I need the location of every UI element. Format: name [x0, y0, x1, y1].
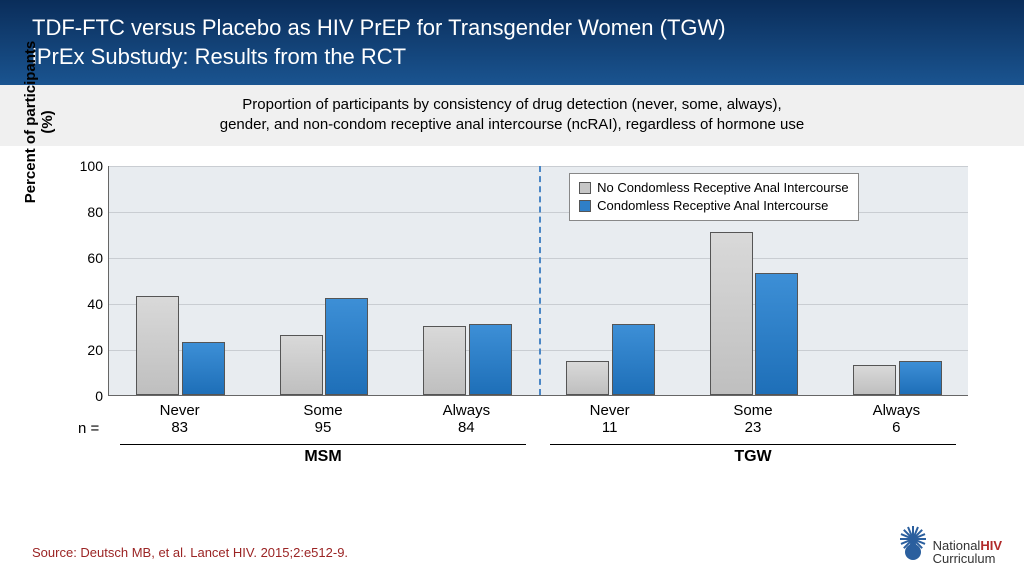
legend-item: Condomless Receptive Anal Intercourse [579, 197, 848, 215]
brand-logo: NationalHIV Curriculum [900, 539, 1002, 566]
legend-label: Condomless Receptive Anal Intercourse [597, 197, 828, 215]
x-category: Some95 [251, 402, 394, 436]
brand-word-3: Curriculum [933, 551, 996, 566]
x-category-n: 23 [681, 419, 824, 436]
x-category-label: Always [825, 402, 968, 419]
y-axis-title-line-2: (%) [39, 110, 56, 133]
x-category-label: Never [108, 402, 251, 419]
y-axis-title: Percent of participants (%) [22, 22, 56, 222]
legend-swatch [579, 200, 591, 212]
title-line-2: iPrEx Substudy: Results from the RCT [32, 43, 992, 72]
group-label: TGW [550, 448, 956, 466]
y-tick-label: 40 [77, 296, 109, 312]
bar-no [853, 365, 896, 395]
x-category-n: 84 [395, 419, 538, 436]
bar-yes [612, 324, 655, 395]
x-category-n: 11 [538, 419, 681, 436]
bar-yes [469, 324, 512, 395]
x-category: Always6 [825, 402, 968, 436]
legend-item: No Condomless Receptive Anal Intercourse [579, 179, 848, 197]
bar-yes [755, 273, 798, 395]
legend: No Condomless Receptive Anal Intercourse… [569, 173, 858, 221]
sunburst-icon [900, 539, 926, 565]
y-tick-label: 60 [77, 250, 109, 266]
bar-yes [899, 361, 942, 396]
x-category-label: Never [538, 402, 681, 419]
x-category: Never83 [108, 402, 251, 436]
x-category-label: Some [251, 402, 394, 419]
x-category-n: 6 [825, 419, 968, 436]
bar-yes [182, 342, 225, 395]
bar-no [710, 232, 753, 395]
y-tick-label: 80 [77, 204, 109, 220]
bar-no [566, 361, 609, 396]
y-tick-label: 20 [77, 342, 109, 358]
subtitle-band: Proportion of participants by consistenc… [0, 85, 1024, 146]
group-divider [539, 166, 541, 395]
n-equals-label: n = [78, 420, 99, 437]
bar-no [136, 296, 179, 395]
source-citation: Source: Deutsch MB, et al. Lancet HIV. 2… [32, 545, 348, 560]
x-category: Always84 [395, 402, 538, 436]
subtitle-line-2: gender, and non-condom receptive anal in… [40, 115, 984, 135]
x-category-n: 83 [108, 419, 251, 436]
group-rule [550, 444, 956, 445]
x-category: Some23 [681, 402, 824, 436]
bar-no [280, 335, 323, 395]
legend-label: No Condomless Receptive Anal Intercourse [597, 179, 848, 197]
y-tick-label: 0 [77, 388, 109, 404]
plot-area: 020406080100No Condomless Receptive Anal… [108, 166, 968, 396]
chart: Percent of participants (%) 020406080100… [50, 160, 980, 470]
group-label: MSM [120, 448, 526, 466]
bar-yes [325, 298, 368, 395]
y-tick-label: 100 [77, 158, 109, 174]
subtitle-line-1: Proportion of participants by consistenc… [40, 95, 984, 115]
bar-no [423, 326, 466, 395]
title-line-1: TDF-FTC versus Placebo as HIV PrEP for T… [32, 14, 992, 43]
x-category-label: Always [395, 402, 538, 419]
legend-swatch [579, 182, 591, 194]
y-axis-title-line-1: Percent of participants [22, 41, 39, 204]
x-category-n: 95 [251, 419, 394, 436]
group-rule [120, 444, 526, 445]
x-category-label: Some [681, 402, 824, 419]
x-category: Never11 [538, 402, 681, 436]
slide-title-bar: TDF-FTC versus Placebo as HIV PrEP for T… [0, 0, 1024, 85]
brand-text: NationalHIV Curriculum [933, 539, 1002, 566]
